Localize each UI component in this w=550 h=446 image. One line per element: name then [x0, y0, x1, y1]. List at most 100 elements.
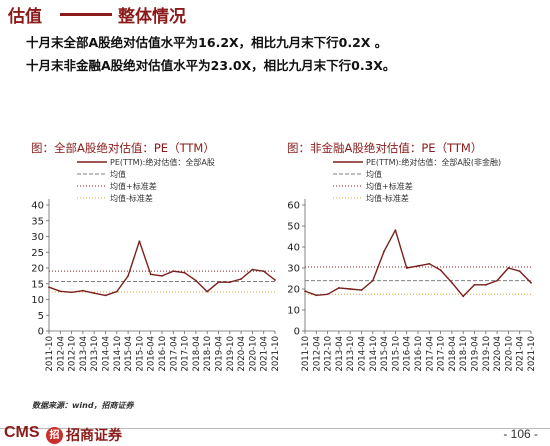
y-tick-label-3: 15	[31, 279, 44, 290]
y-tick-label-5: 25	[31, 248, 44, 259]
x-tick-label-18: 2020-10	[504, 336, 514, 372]
data-point-18	[251, 268, 254, 271]
x-tick-label-9: 2016-04	[147, 336, 157, 372]
y-tick-label-4: 40	[287, 243, 300, 254]
data-point-5	[360, 289, 363, 291]
x-tick-label-16: 2019-10	[482, 336, 492, 372]
data-point-16	[228, 281, 231, 284]
x-tick-label-8: 2015-10	[391, 336, 401, 372]
data-point-15	[217, 281, 220, 284]
chart-1-title: 图：全部A股绝对估值：PE（TTM）	[31, 141, 215, 155]
page-title-left: 估值	[8, 7, 42, 27]
x-tick-label-5: 2014-04	[358, 336, 368, 372]
data-point-9	[149, 273, 152, 276]
data-point-8	[394, 229, 397, 232]
x-tick-label-4: 2013-10	[346, 336, 356, 372]
logo-mark: 招	[46, 427, 63, 444]
x-tick-label-6: 2014-10	[369, 336, 379, 372]
data-point-2	[70, 291, 73, 294]
y-tick-label-3: 30	[287, 264, 300, 275]
y-tick-label-8: 40	[31, 201, 44, 212]
x-tick-label-11: 2017-04	[425, 336, 435, 372]
data-point-19	[518, 270, 521, 273]
x-tick-label-5: 2014-04	[102, 336, 112, 372]
data-point-5	[104, 294, 107, 297]
logo-text: CMS	[4, 424, 40, 441]
legend-label-0: PE(TTM):绝对估值：全部A股	[110, 157, 215, 167]
x-tick-label-15: 2019-04	[215, 336, 225, 372]
y-tick-label-6: 60	[287, 201, 300, 212]
x-tick-label-7: 2015-04	[380, 336, 390, 372]
data-point-4	[93, 292, 96, 295]
page-title-right: 整体情况	[118, 7, 186, 27]
y-tick-label-0: 0	[294, 327, 300, 338]
data-point-6	[371, 279, 374, 282]
x-tick-label-1: 2012-04	[56, 336, 66, 372]
x-tick-label-7: 2015-04	[124, 336, 134, 372]
data-point-20	[530, 281, 532, 284]
x-tick-label-0: 2011-10	[301, 336, 311, 372]
data-point-12	[183, 271, 186, 274]
x-tick-label-13: 2018-04	[448, 336, 458, 372]
data-point-7	[383, 250, 385, 253]
data-point-1	[315, 294, 318, 297]
data-point-0	[48, 286, 50, 289]
y-tick-label-4: 20	[31, 264, 44, 275]
x-tick-label-16: 2019-10	[226, 336, 236, 372]
data-point-19	[262, 270, 265, 273]
x-tick-label-12: 2017-10	[437, 336, 447, 372]
x-tick-label-14: 2018-10	[203, 336, 213, 372]
legend-label-1: 均值	[110, 169, 126, 179]
data-point-11	[172, 270, 175, 273]
series-line-0	[48, 240, 276, 297]
data-source: 数据来源：wind，招商证券	[32, 401, 134, 410]
legend-label-1: 均值	[366, 169, 382, 179]
x-tick-label-17: 2020-04	[237, 336, 247, 372]
data-point-14	[462, 295, 465, 298]
x-tick-label-2: 2012-10	[324, 336, 334, 372]
data-point-12	[439, 269, 442, 271]
x-tick-label-8: 2015-10	[135, 336, 145, 372]
series-line-0	[304, 229, 532, 298]
data-point-10	[417, 265, 419, 267]
y-tick-label-0: 0	[38, 327, 44, 338]
x-tick-label-6: 2014-10	[113, 336, 123, 372]
x-tick-label-0: 2011-10	[45, 336, 55, 372]
x-tick-label-17: 2020-04	[493, 336, 503, 372]
logo-cn: 招商证券	[66, 428, 122, 444]
data-point-6	[115, 290, 118, 293]
legend-label-0: PE(TTM):绝对估值：全部A股(非金融)	[366, 157, 501, 167]
x-tick-label-11: 2017-04	[169, 336, 179, 372]
x-tick-label-10: 2016-10	[414, 336, 424, 372]
data-point-0	[304, 290, 306, 292]
legend-label-2: 均值+标准差	[366, 181, 413, 191]
data-point-17	[496, 279, 498, 282]
data-point-14	[206, 290, 209, 293]
data-point-16	[484, 283, 487, 286]
x-tick-label-2: 2012-10	[68, 336, 78, 372]
data-point-3	[82, 289, 84, 292]
x-tick-label-4: 2013-10	[90, 336, 100, 372]
x-tick-label-19: 2021-04	[260, 336, 270, 372]
data-point-11	[428, 262, 431, 265]
y-tick-label-7: 35	[31, 216, 44, 227]
x-tick-label-9: 2016-04	[403, 336, 413, 372]
x-tick-label-15: 2019-04	[471, 336, 481, 372]
x-tick-label-1: 2012-04	[312, 336, 322, 372]
y-tick-label-6: 30	[31, 232, 44, 243]
footer-divider	[0, 428, 550, 429]
x-tick-label-12: 2017-10	[181, 336, 191, 372]
paragraph-1: 十月末全部A股绝对估值水平为16.2X，相比九月末下行0.2X 。	[26, 35, 388, 50]
y-tick-label-1: 10	[287, 306, 300, 317]
chart-1: PE(TTM):绝对估值：全部A股均值均值+标准差均值-标准差051015202…	[31, 157, 281, 372]
x-tick-label-18: 2020-10	[248, 336, 258, 372]
legend-label-3: 均值-标准差	[366, 193, 409, 203]
data-point-15	[473, 283, 476, 286]
data-point-17	[240, 278, 243, 280]
x-tick-label-19: 2021-04	[516, 336, 526, 372]
x-tick-label-3: 2013-04	[335, 336, 345, 372]
x-tick-label-10: 2016-10	[158, 336, 168, 372]
x-tick-label-3: 2013-04	[79, 336, 89, 372]
data-point-9	[405, 267, 408, 269]
data-point-13	[195, 279, 197, 282]
